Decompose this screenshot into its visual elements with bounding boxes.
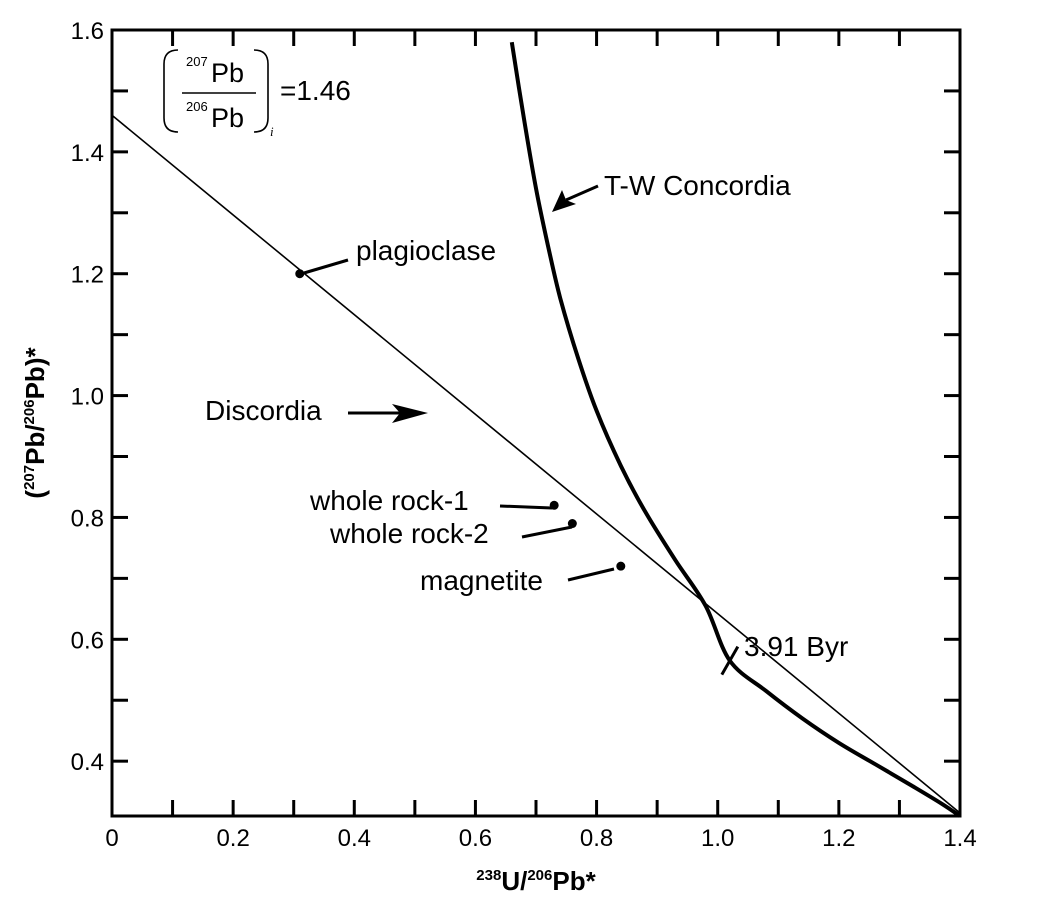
y-tick-label: 0.6: [71, 627, 104, 654]
age-marker-label: 3.91 Byr: [744, 631, 848, 662]
whole-rock-2-label: whole rock-2: [329, 518, 489, 549]
axis-tick-labels: 0 0.2 0.4 0.6 0.8 1.0 1.2 1.4 0.4 0.6 0.8 1.0 1.2 1.4…: [71, 18, 977, 852]
numerator: Pb: [211, 58, 244, 88]
point-plagioclase: [295, 269, 305, 279]
magnetite-label: magnetite: [420, 565, 543, 596]
y-tick-label: 1.0: [71, 384, 104, 411]
x-tick-label: 1.4: [943, 825, 976, 852]
axis-ticks: [110, 28, 962, 816]
x-tick-label: 1.2: [822, 825, 855, 852]
y-tick-label: 1.4: [71, 140, 104, 167]
denominator: Pb: [211, 103, 244, 133]
x-tick-label: 0.8: [580, 825, 613, 852]
y-tick-label: 1.2: [71, 262, 104, 289]
y-tick-label: 0.4: [71, 749, 104, 776]
ratio-value: =1.46: [280, 75, 351, 106]
age-marker-tick: [720, 645, 740, 676]
concordia-curve: [509, 41, 962, 818]
x-tick-label: 1.0: [701, 825, 734, 852]
x-tick-label: 0.2: [216, 825, 249, 852]
initial-ratio-annotation: 207 Pb 206 Pb i =1.46: [163, 49, 351, 139]
plagioclase-label: plagioclase: [356, 235, 496, 266]
concordia-arrow-head: [552, 190, 576, 212]
concordia-arrow-shaft: [565, 184, 599, 202]
whole-rock-2-leader: [521, 525, 573, 539]
x-tick-label: 0.6: [459, 825, 492, 852]
whole-rock-1-label: whole rock-1: [309, 485, 469, 516]
right-bracket: [253, 49, 269, 133]
discordia-arrow-head: [392, 404, 428, 423]
y-axis-title: (207Pb/206Pb)*: [20, 347, 50, 499]
point-whole-rock-2: [567, 519, 577, 529]
whole-rock-1-leader: [499, 504, 553, 510]
y-tick-label: 1.6: [71, 18, 104, 45]
x-tick-label: 0.4: [338, 825, 371, 852]
plagioclase-leader: [303, 258, 349, 275]
point-magnetite: [616, 561, 626, 571]
left-bracket: [163, 49, 179, 133]
x-axis-title: 238U/206Pb*: [476, 866, 596, 896]
concordia-label: T-W Concordia: [604, 170, 791, 201]
magnetite-leader: [567, 567, 615, 582]
discordia-label: Discordia: [205, 395, 322, 426]
discordia-line: [111, 114, 961, 814]
x-tick-label: 0: [105, 825, 118, 852]
denominator-sup: 206: [186, 99, 208, 114]
y-tick-label: 0.8: [71, 505, 104, 532]
numerator-sup: 207: [186, 54, 208, 69]
ratio-subscript: i: [270, 124, 274, 139]
